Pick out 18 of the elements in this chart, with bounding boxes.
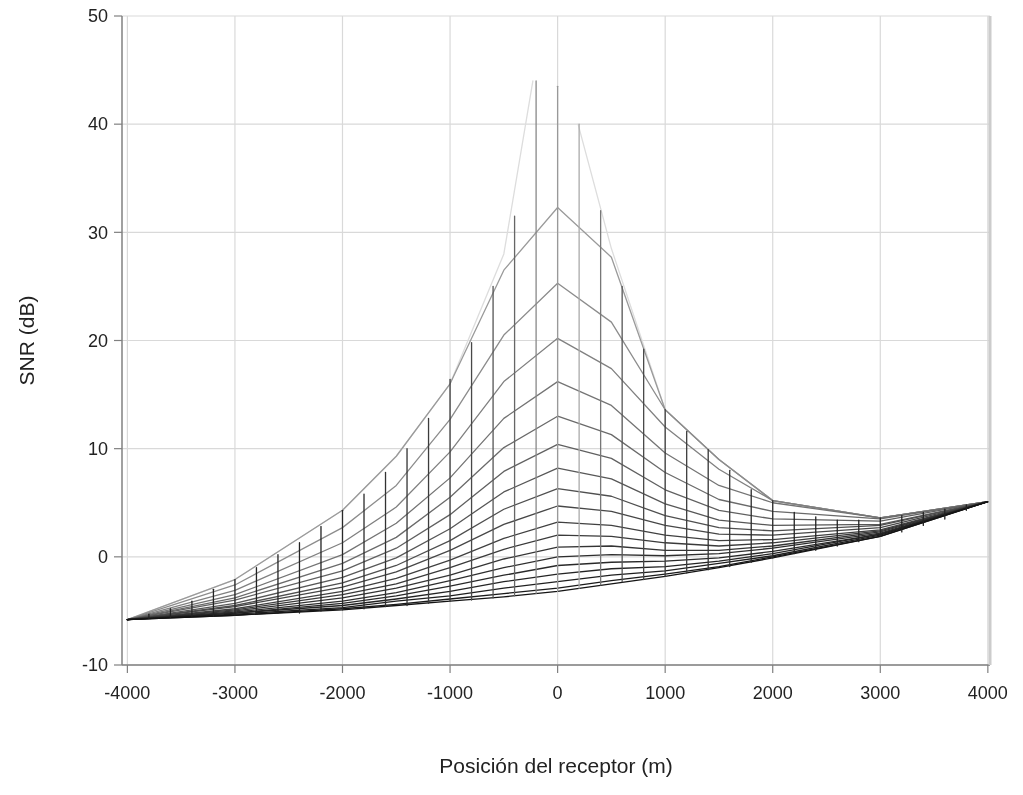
x-tick-label: 3000 [860, 683, 901, 703]
x-tick-label: -4000 [104, 683, 151, 703]
y-tick-label: 20 [87, 330, 108, 351]
x-tick-label: 1000 [645, 683, 686, 703]
y-tick-label: 30 [87, 222, 108, 243]
y-tick-label: 0 [97, 547, 108, 568]
y-tick-label: 50 [87, 6, 108, 27]
x-tick-label: 0 [552, 683, 563, 703]
x-tick-label: -3000 [211, 683, 258, 703]
x-tick-label: -2000 [319, 683, 366, 703]
x-tick-label: 4000 [967, 683, 1008, 703]
x-tick-label: 2000 [752, 683, 793, 703]
y-tick-label: 10 [87, 438, 108, 459]
x-axis-title: Posición del receptor (m) [439, 754, 673, 777]
y-tick-label: 40 [87, 114, 108, 135]
y-tick-label: -10 [81, 655, 108, 676]
x-tick-label: -1000 [427, 683, 474, 703]
y-axis-title: SNR (dB) [15, 295, 38, 386]
